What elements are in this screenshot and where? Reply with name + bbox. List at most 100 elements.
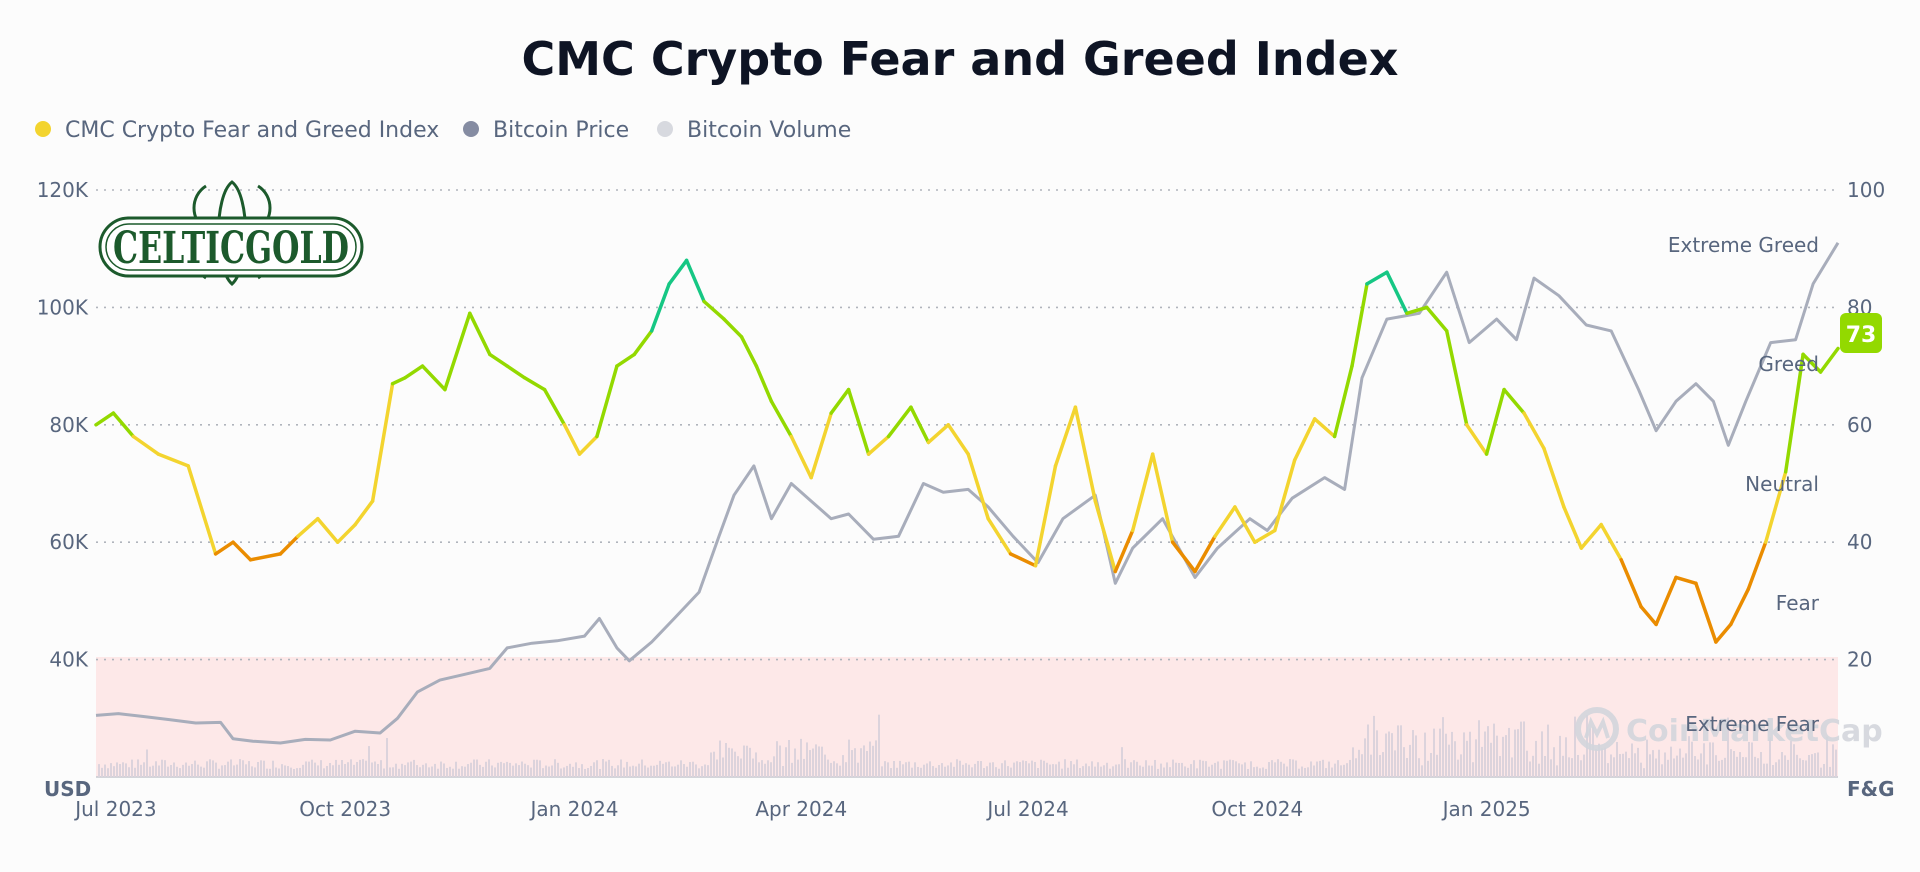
volume-bar <box>1208 766 1210 777</box>
fear-greed-segment <box>1113 528 1135 574</box>
volume-bar <box>1346 763 1348 777</box>
volume-bar <box>1418 758 1420 777</box>
volume-bar <box>809 750 811 777</box>
volume-bar <box>530 767 532 777</box>
volume-bar <box>1550 759 1552 777</box>
volume-bar <box>1466 740 1468 777</box>
volume-bar <box>140 764 142 777</box>
fear-greed-segment <box>966 452 990 521</box>
volume-bar <box>164 760 166 777</box>
fear-greed-segment <box>829 387 851 415</box>
current-value-badge: 73 <box>1840 313 1882 353</box>
volume-bar <box>1703 743 1705 777</box>
volume-bar <box>1139 765 1141 777</box>
logo-banner <box>98 216 364 278</box>
volume-bar <box>761 760 763 777</box>
fear-greed-segment <box>1233 505 1257 544</box>
volume-bar <box>176 766 178 777</box>
volume-bar <box>1559 735 1561 777</box>
volume-bar <box>149 766 151 777</box>
fear-greed-segment <box>1193 534 1217 574</box>
volume-bar <box>770 762 772 777</box>
volume-bar <box>1475 739 1477 777</box>
fear-greed-segment <box>1484 387 1506 456</box>
volume-bar <box>1715 755 1717 777</box>
volume-bar <box>782 765 784 777</box>
fear-greed-segment <box>542 387 567 427</box>
volume-bar <box>188 765 190 777</box>
volume-bar <box>857 762 859 777</box>
volume-bar <box>488 759 490 777</box>
volume-bar <box>995 767 997 777</box>
volume-bar <box>1664 752 1666 777</box>
volume-bar <box>947 765 949 777</box>
volume-bar <box>1007 766 1009 777</box>
volume-bar <box>1388 731 1390 777</box>
volume-bar <box>575 762 577 777</box>
volume-bar <box>584 768 586 777</box>
volume-bar <box>941 763 943 777</box>
volume-bar <box>476 759 478 777</box>
volume-bar <box>1046 762 1048 777</box>
fear-greed-segment <box>595 364 619 439</box>
volume-bar <box>365 760 367 777</box>
volume-bar <box>305 761 307 777</box>
volume-bar <box>1145 760 1147 777</box>
volume-bar <box>1799 758 1801 777</box>
volume-bar <box>980 761 982 777</box>
volume-bar <box>1238 763 1240 777</box>
volume-bar <box>152 765 154 777</box>
volume-bar <box>650 765 652 777</box>
volume-bar <box>236 764 238 777</box>
right-tick-label: 60 <box>1847 413 1872 437</box>
volume-bar <box>1103 765 1105 777</box>
volume-bar <box>923 764 925 777</box>
volume-bar <box>167 766 169 777</box>
volume-bar <box>1142 766 1144 777</box>
legend-dot-bitcoin-price[interactable] <box>463 121 479 137</box>
volume-bar <box>1148 765 1150 777</box>
volume-bar <box>299 767 301 777</box>
volume-bar <box>1532 755 1534 777</box>
volume-bar <box>1391 733 1393 777</box>
volume-bar <box>1457 759 1459 777</box>
volume-bar <box>1541 731 1543 777</box>
volume-bar <box>443 763 445 777</box>
left-tick-label: 100K <box>37 295 89 319</box>
legend-label-fear-greed[interactable]: CMC Crypto Fear and Greed Index <box>65 118 439 143</box>
legend-dot-bitcoin-volume[interactable] <box>657 121 673 137</box>
volume-bar <box>437 768 439 777</box>
volume-bar <box>1787 759 1789 777</box>
volume-bar <box>1229 759 1231 777</box>
volume-bar <box>728 747 730 777</box>
legend-dot-fear-greed[interactable] <box>35 121 51 137</box>
fear-greed-segment <box>1253 528 1277 544</box>
volume-bar <box>239 759 241 777</box>
volume-bar <box>1661 764 1663 777</box>
volume-bar <box>1547 724 1549 777</box>
volume-bar <box>1619 754 1621 777</box>
volume-bar <box>992 762 994 777</box>
volume-bar <box>536 759 538 777</box>
fear-greed-segment <box>846 387 871 456</box>
volume-bar <box>746 745 748 777</box>
volume-bar <box>956 759 958 777</box>
volume-bar <box>1052 764 1054 777</box>
volume-bar <box>1061 768 1063 777</box>
fear-greed-segment <box>1502 387 1526 415</box>
volume-bar <box>1424 732 1426 777</box>
fear-greed-segment <box>420 364 447 392</box>
volume-bar <box>944 766 946 777</box>
volume-bar <box>1508 727 1510 777</box>
volume-bar <box>1334 763 1336 777</box>
volume-bar <box>338 764 340 777</box>
volume-bar <box>890 768 892 777</box>
volume-bar <box>875 740 877 777</box>
volume-bar <box>1529 761 1531 777</box>
volume-bar <box>1472 762 1474 777</box>
legend-label-bitcoin-volume[interactable]: Bitcoin Volume <box>687 118 851 143</box>
left-tick-label: 60K <box>49 530 88 554</box>
legend-label-bitcoin-price[interactable]: Bitcoin Price <box>493 118 629 143</box>
volume-bar <box>1568 757 1570 777</box>
volume-bar <box>1352 747 1354 777</box>
